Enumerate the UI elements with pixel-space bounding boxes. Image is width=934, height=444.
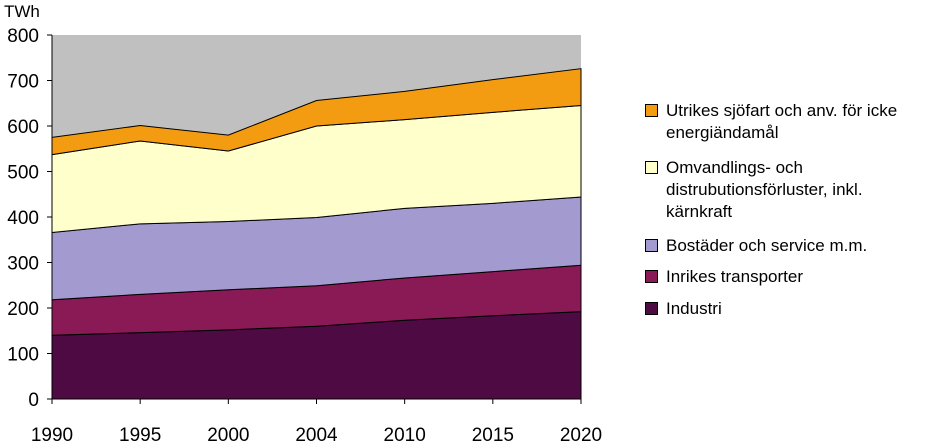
y-axis-unit-label: TWh <box>4 2 40 21</box>
legend-label-line: Industri <box>666 299 722 318</box>
legend-swatch-industri <box>645 302 658 315</box>
y-tick-label: 600 <box>7 117 39 138</box>
y-tick-label: 200 <box>7 299 39 320</box>
y-tick-label: 300 <box>7 254 39 275</box>
area-series-layer <box>51 68 582 400</box>
axes-layer: 0 100 200 300 400 500 600 700 800 1990 1995 2000 200… <box>7 26 602 444</box>
legend-label-line: distrubutionsförluster, inkl. <box>666 180 863 199</box>
x-tick-label: 1995 <box>119 425 161 444</box>
legend-label-bostader: Bostäder och service m.m. <box>666 235 934 257</box>
legend-swatch-omvandling <box>645 161 658 174</box>
legend-label-transporter: Inrikes transporter <box>666 266 934 288</box>
legend-label-line: Bostäder och service m.m. <box>666 236 868 255</box>
y-tick-label: 0 <box>28 390 39 411</box>
x-tick-label: 2015 <box>472 425 514 444</box>
y-tick-label: 700 <box>7 72 39 93</box>
y-tick-label: 500 <box>7 163 39 184</box>
legend-swatch-transporter <box>645 270 658 283</box>
legend-label-line: energiändamål <box>666 123 779 142</box>
legend-label-omvandling: Omvandlings- och distrubutionsförluster,… <box>666 157 934 223</box>
x-tick-label: 2004 <box>295 425 338 444</box>
y-tick-label: 800 <box>7 26 39 47</box>
x-tick-label: 2000 <box>207 425 249 444</box>
x-tick-label: 2010 <box>384 425 426 444</box>
legend-swatch-utrikes <box>645 104 658 117</box>
y-tick-label: 100 <box>7 345 39 366</box>
legend-label-line: Utrikes sjöfart och anv. för icke <box>666 101 898 120</box>
legend-label-utrikes: Utrikes sjöfart och anv. för icke energi… <box>666 100 934 144</box>
legend-swatch-bostader <box>645 239 658 252</box>
x-tick-label: 2020 <box>560 425 602 444</box>
area-series-5 <box>51 68 582 156</box>
legend-label-line: kärnkraft <box>666 202 733 221</box>
legend-label-industri: Industri <box>666 298 934 320</box>
y-tick-label: 400 <box>7 208 39 229</box>
legend-label-line: Omvandlings- och <box>666 158 804 177</box>
legend-label-line: Inrikes transporter <box>666 267 803 286</box>
x-tick-label: 1990 <box>31 425 73 444</box>
